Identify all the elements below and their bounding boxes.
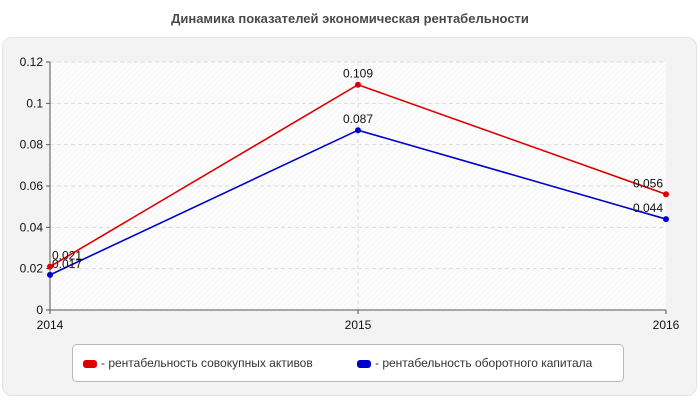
data-point	[355, 81, 361, 88]
data-point	[47, 263, 53, 270]
y-tick-label: 0.06	[20, 179, 44, 193]
data-label: 0.087	[343, 112, 373, 126]
legend-swatch-series-1	[357, 360, 371, 368]
y-tick-label: 0.12	[20, 55, 44, 69]
data-label: 0.021	[52, 249, 82, 263]
legend: - рентабельность совокупных активов - ре…	[72, 344, 624, 382]
data-label: 0.109	[343, 67, 373, 81]
y-tick-label: 0.04	[20, 220, 44, 234]
x-tick-label: 2016	[653, 318, 680, 332]
legend-label-series-1: - рентабельность оборотного капитала	[375, 356, 593, 370]
y-tick-label: 0	[36, 303, 43, 317]
data-point	[47, 271, 53, 278]
chart-title: Динамика показателей экономическая рента…	[171, 11, 529, 26]
legend-label-series-0: - рентабельность совокупных активов	[101, 356, 313, 370]
data-point	[663, 216, 669, 223]
x-tick-label: 2014	[37, 318, 64, 332]
x-tick-label: 2015	[345, 318, 372, 332]
data-label: 0.044	[633, 201, 663, 215]
data-label: 0.056	[633, 176, 663, 190]
series-group: 0.021 0.109 0.056 0.017 0.087 0.044	[47, 67, 669, 278]
data-point	[355, 127, 361, 134]
legend-swatch-series-0	[83, 360, 97, 368]
y-tick-label: 0.02	[20, 262, 44, 276]
data-point	[663, 191, 669, 198]
data-label: 0.017	[52, 257, 82, 271]
y-tick-label: 0.08	[20, 138, 44, 152]
y-tick-label: 0.1	[26, 96, 43, 110]
axes: 0 0.02 0.04 0.06 0.08 0.1 0.12 2014 2015 2016	[20, 55, 680, 332]
grid-lines	[50, 61, 666, 310]
